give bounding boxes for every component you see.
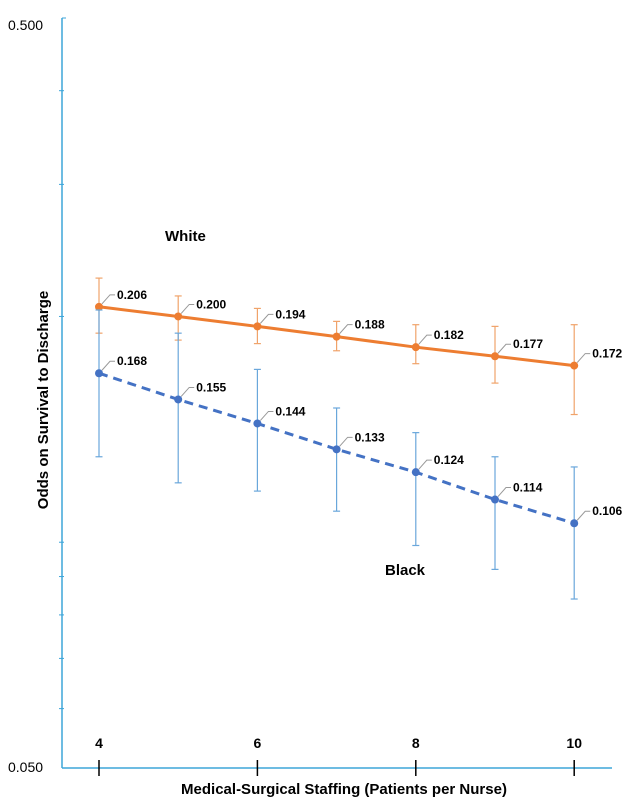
- data-point: [570, 361, 579, 370]
- x-tick-label: 6: [254, 735, 262, 751]
- data-label: 0.114: [513, 481, 543, 495]
- x-axis-title: Medical-Surgical Staffing (Patients per …: [181, 781, 507, 798]
- data-label: 0.124: [434, 453, 464, 467]
- data-label: 0.155: [196, 380, 226, 394]
- leader-line: [260, 313, 274, 324]
- data-point: [411, 343, 420, 352]
- leader-line: [339, 324, 353, 334]
- data-label: 0.106: [592, 504, 622, 518]
- data-point: [491, 352, 499, 361]
- data-point: [174, 395, 183, 404]
- data-point: [253, 322, 262, 331]
- series-label-black: Black: [385, 562, 426, 579]
- data-label: 0.200: [196, 297, 226, 311]
- y-tick-label-top: 0.500: [8, 17, 43, 33]
- data-point: [332, 332, 341, 341]
- leader-line: [101, 294, 115, 305]
- leader-line: [180, 303, 195, 314]
- series-white: 0.206 0.200 0.194 0.188 0.182 0.177 0.172: [95, 277, 623, 416]
- x-tick-label: 8: [412, 735, 420, 751]
- x-tick-label: 10: [566, 735, 582, 751]
- data-label: 0.177: [513, 337, 543, 351]
- data-point: [174, 312, 183, 321]
- series-label-white: White: [165, 228, 206, 245]
- leader-line: [418, 334, 432, 345]
- leader-line: [497, 343, 511, 354]
- data-point: [411, 468, 420, 477]
- leader-line: [418, 459, 432, 470]
- y-tick-label-bottom: 0.050: [8, 759, 43, 775]
- data-point: [570, 519, 579, 528]
- data-label: 0.172: [592, 347, 622, 361]
- series-black: 0.168 0.155 0.144 0.133 0.124 0.114 0.106: [95, 309, 623, 600]
- leader-line: [180, 386, 195, 397]
- series-layer: 0.2060.2000.1940.1880.1820.1770.1720.168…: [95, 277, 623, 600]
- leader-line: [101, 360, 115, 371]
- y-minor-ticks: [59, 90, 64, 710]
- x-ticks: 4 6 8 10: [95, 735, 582, 776]
- leader-line: [576, 353, 591, 363]
- axes: 4 6 8 10: [59, 17, 612, 776]
- data-label: 0.194: [275, 307, 305, 321]
- data-point: [95, 302, 103, 311]
- data-label: 0.206: [117, 288, 147, 302]
- data-point: [253, 419, 262, 428]
- data-label: 0.144: [275, 404, 305, 418]
- data-label: 0.168: [117, 354, 147, 368]
- data-label: 0.133: [355, 430, 385, 444]
- data-point: [95, 369, 103, 378]
- leader-line: [576, 510, 591, 521]
- leader-line: [339, 436, 353, 447]
- data-label: 0.182: [434, 328, 464, 342]
- data-label: 0.188: [355, 318, 385, 332]
- leader-line: [260, 410, 274, 421]
- x-tick-label: 4: [95, 735, 103, 751]
- leader-line: [497, 487, 511, 497]
- data-point: [332, 445, 341, 454]
- y-axis-title: Odds on Survival to Discharge: [35, 291, 52, 509]
- data-point: [491, 495, 499, 504]
